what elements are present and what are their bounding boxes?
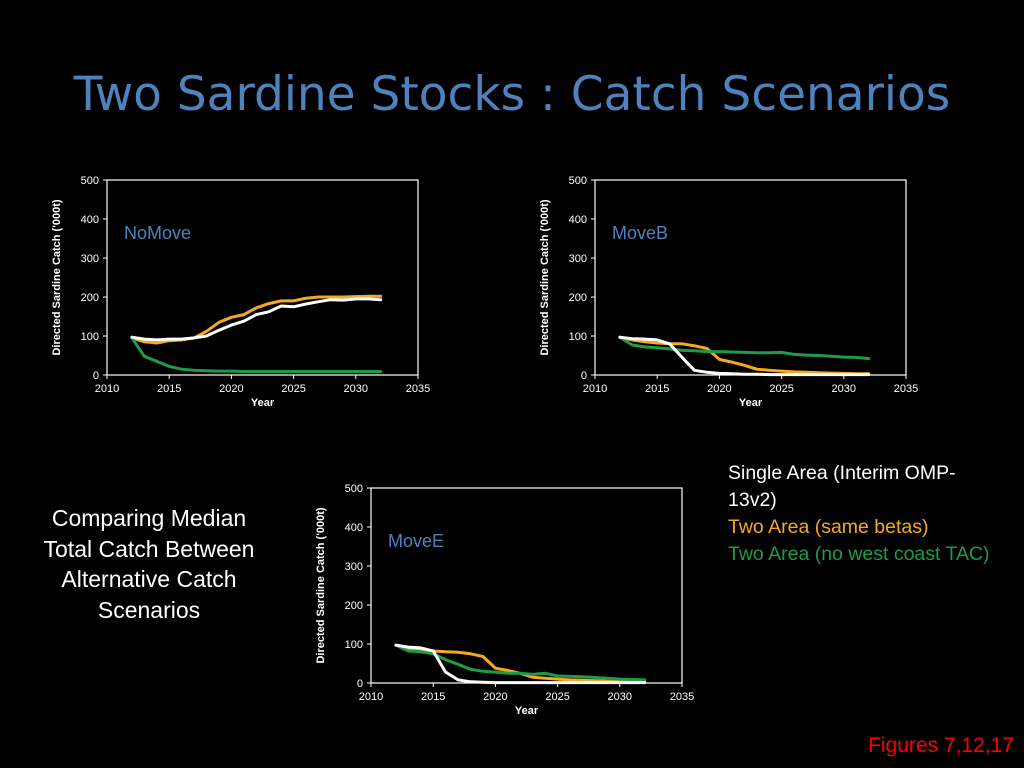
series-line-0: [130, 297, 383, 342]
y-tick-label: 300: [345, 561, 363, 573]
x-tick-label: 2035: [894, 383, 918, 395]
y-axis-label: Directed Sardine Catch ('000t): [51, 199, 63, 355]
x-axis-label: Year: [251, 397, 275, 409]
y-tick-label: 500: [345, 483, 363, 495]
x-tick-label: 2025: [769, 383, 793, 395]
legend-item-two-area-same-betas: Two Area (same betas): [728, 516, 929, 538]
slide-description: Comparing Median Total Catch Between Alt…: [43, 505, 255, 623]
y-tick-label: 400: [569, 214, 587, 226]
y-tick-label: 100: [569, 331, 587, 343]
chart-title: MoveE: [388, 531, 444, 551]
x-tick-label: 2020: [483, 691, 507, 703]
chart-background: [40, 166, 435, 416]
y-tick-label: 200: [81, 292, 99, 304]
x-tick-label: 2025: [281, 383, 305, 395]
x-tick-label: 2035: [406, 383, 430, 395]
x-axis-label: Year: [739, 397, 763, 409]
x-tick-label: 2020: [219, 383, 243, 395]
series-line-2: [618, 335, 871, 361]
y-tick-label: 0: [93, 370, 99, 382]
x-axis-label: Year: [515, 705, 539, 717]
plot-area: [106, 179, 419, 376]
y-axis-label: Directed Sardine Catch ('000t): [315, 507, 327, 663]
x-tick-label: 2030: [608, 691, 632, 703]
x-tick-label: 2010: [95, 383, 119, 395]
chart-title: MoveB: [612, 223, 668, 243]
series-line-2: [130, 336, 383, 373]
y-tick-label: 500: [81, 175, 99, 187]
x-tick-label: 2015: [421, 691, 445, 703]
x-tick-label: 2030: [832, 383, 856, 395]
y-tick-label: 500: [569, 175, 587, 187]
x-tick-label: 2025: [545, 691, 569, 703]
chart-moveb: 0 100 200 300 400 500 2010 2015 2020 2025 2030 2035…: [528, 166, 923, 416]
y-tick-label: 300: [569, 253, 587, 265]
x-tick-label: 2015: [645, 383, 669, 395]
x-tick-label: 2035: [670, 691, 694, 703]
x-tick-label: 2010: [583, 383, 607, 395]
y-tick-label: 100: [81, 331, 99, 343]
y-tick-label: 200: [345, 600, 363, 612]
x-tick-label: 2010: [359, 691, 383, 703]
y-tick-label: 300: [81, 253, 99, 265]
y-axis-label: Directed Sardine Catch ('000t): [539, 199, 551, 355]
y-tick-label: 200: [569, 292, 587, 304]
y-tick-label: 400: [81, 214, 99, 226]
figure-reference: Figures 7,12,17: [868, 734, 1014, 757]
y-tick-label: 0: [581, 370, 587, 382]
y-tick-label: 100: [345, 639, 363, 651]
chart-movee: 0 100 200 300 400 500 2010 2015 2020 2025 2030 2035…: [304, 474, 699, 724]
series-line-1: [618, 335, 871, 376]
x-tick-label: 2015: [157, 383, 181, 395]
legend: Single Area (Interim OMP-13v2) Two Area …: [728, 460, 998, 568]
x-tick-label: 2020: [707, 383, 731, 395]
series-line-0: [618, 335, 871, 377]
y-tick-label: 0: [357, 678, 363, 690]
y-tick-label: 400: [345, 522, 363, 534]
chart-nomove: 0 100 200 300 400 500 2010 2015 2020 2025 2030 2035…: [40, 166, 435, 416]
series-line-0: [394, 643, 647, 685]
legend-item-single-area: Single Area (Interim OMP-13v2): [728, 462, 956, 511]
slide-title: Two Sardine Stocks : Catch Scenarios: [73, 67, 951, 122]
x-tick-label: 2030: [344, 383, 368, 395]
chart-title: NoMove: [124, 223, 191, 243]
chart-background: [304, 474, 699, 724]
legend-item-two-area-no-west-coast: Two Area (no west coast TAC): [728, 543, 990, 565]
chart-background: [528, 166, 923, 416]
